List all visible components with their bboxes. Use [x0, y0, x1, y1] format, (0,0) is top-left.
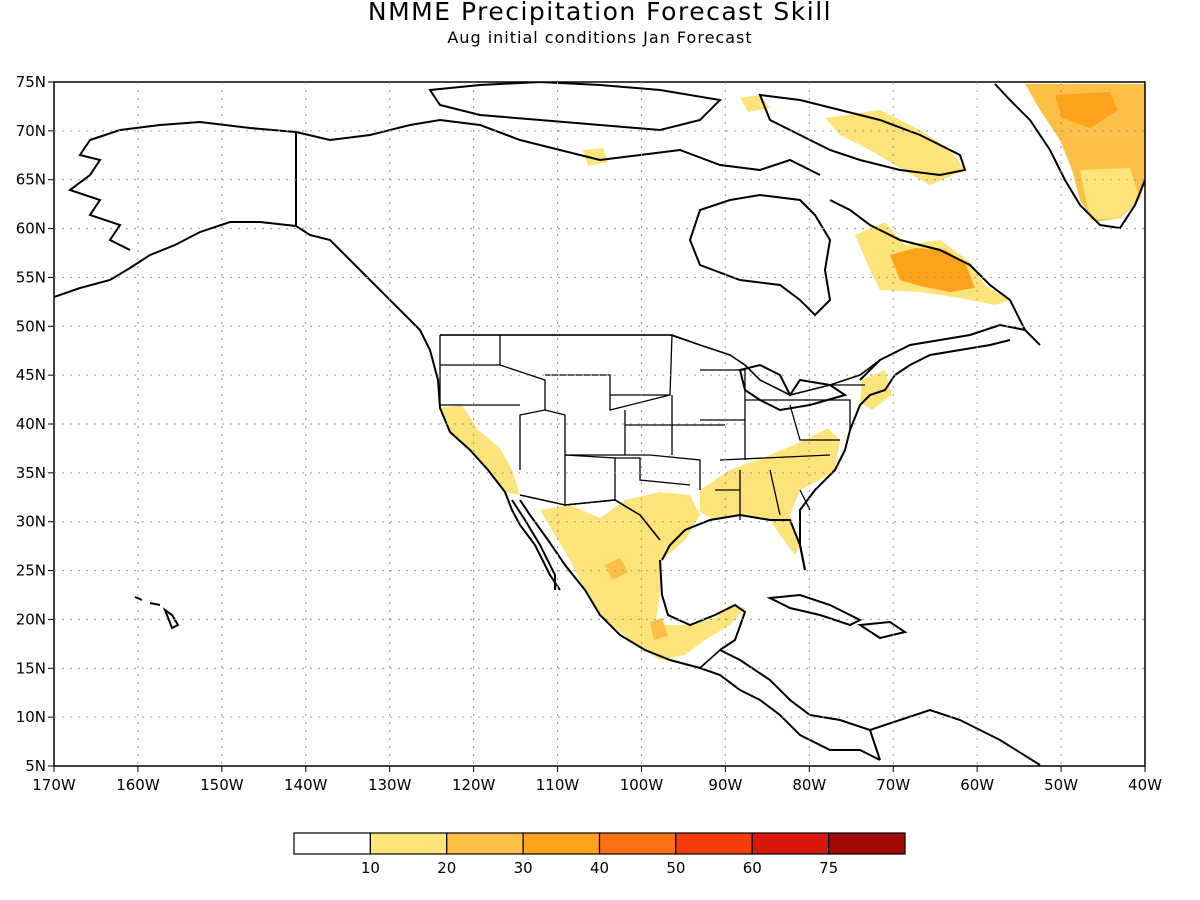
lon-tick-label: 150W [200, 776, 244, 794]
coast-arctic [295, 118, 821, 176]
legend-labels: 10 20 30 40 50 60 75 [361, 859, 838, 877]
legend-swatch [293, 832, 371, 855]
lon-tick-label: 140W [284, 776, 328, 794]
coast-us-east [799, 339, 1011, 571]
coast-baffin [758, 93, 967, 177]
lon-tick-label: 90W [708, 776, 742, 794]
legend-boxes [293, 832, 906, 855]
lat-tick-label: 55N [16, 268, 46, 286]
lon-tick-label: 110W [536, 776, 580, 794]
shade-greenland-high [1055, 92, 1118, 128]
coast-great-lakes [738, 363, 848, 412]
coast-south-america [869, 708, 1041, 766]
lon-tick-label: 70W [876, 776, 910, 794]
legend-swatch [446, 832, 524, 855]
shade-southeast [700, 428, 840, 555]
coast-greenland [994, 83, 1145, 230]
latitude-axis: 75N 70N 65N 60N 55N 50N 45N 40N 35N 30N 25N 20N 15N 1… [16, 73, 54, 775]
skill-shading [440, 84, 1145, 660]
lon-tick-label: 170W [32, 776, 76, 794]
lon-tick-label: 80W [792, 776, 826, 794]
lat-tick-label: 5N [25, 757, 46, 775]
legend-label: 75 [819, 859, 838, 877]
legend-label: 50 [666, 859, 685, 877]
national-borders [440, 334, 881, 669]
coastlines [54, 82, 1145, 766]
lat-tick-label: 20N [16, 610, 46, 628]
legend-label: 10 [361, 859, 380, 877]
coast-hudson-bay [688, 193, 832, 317]
coast-central-america [719, 649, 881, 761]
longitude-axis: 170W 160W 150W 140W 130W 120W 110W 100W 90W 80W 70… [32, 766, 1162, 794]
shade-mexico-core1 [605, 558, 628, 580]
coast-mexico-west [584, 589, 881, 761]
lon-tick-label: 40W [1128, 776, 1162, 794]
lon-tick-label: 100W [620, 776, 664, 794]
lat-tick-label: 15N [16, 659, 46, 677]
lon-tick-label: 160W [116, 776, 160, 794]
legend-label: 20 [437, 859, 456, 877]
shade-california [440, 405, 520, 495]
gridlines [54, 82, 1145, 766]
shade-mexico [540, 492, 745, 660]
shade-baffin [825, 110, 965, 185]
lat-tick-label: 50N [16, 317, 46, 335]
lat-tick-label: 10N [16, 708, 46, 726]
shade-mexico-core2 [650, 618, 668, 640]
lon-tick-label: 60W [960, 776, 994, 794]
coast-baja [511, 499, 586, 591]
coast-arctic-islands [428, 82, 723, 132]
map-subtitle: Aug initial conditions Jan Forecast [447, 28, 753, 47]
lat-tick-label: 60N [16, 220, 46, 238]
lat-tick-label: 75N [16, 73, 46, 91]
shade-banks [583, 148, 608, 166]
legend-swatch [598, 832, 677, 855]
shade-new-england [860, 370, 892, 410]
legend-label: 40 [590, 859, 609, 877]
legend-label: 30 [514, 859, 533, 877]
coast-alaska [54, 120, 421, 331]
lat-tick-label: 35N [16, 464, 46, 482]
lat-tick-label: 65N [16, 171, 46, 189]
lat-tick-label: 45N [16, 366, 46, 384]
coast-hispaniola [857, 620, 908, 640]
lat-tick-label: 25N [16, 562, 46, 580]
lat-tick-label: 70N [16, 122, 46, 140]
legend-swatch [369, 832, 448, 855]
legend-swatch [522, 832, 601, 855]
lat-tick-label: 40N [16, 415, 46, 433]
legend-label: 60 [743, 859, 762, 877]
coast-hawaii [134, 596, 180, 630]
coast-us-west [419, 329, 561, 591]
legend-swatch [828, 832, 906, 855]
shade-greenland-low [1080, 168, 1140, 220]
lon-tick-label: 120W [452, 776, 496, 794]
coast-cuba [766, 593, 863, 627]
lon-tick-label: 50W [1044, 776, 1078, 794]
legend-swatch [751, 832, 830, 855]
map-title: NMME Precipitation Forecast Skill [367, 0, 833, 26]
legend-swatch [675, 832, 753, 855]
shade-labrador-core [890, 248, 975, 292]
lat-tick-label: 30N [16, 513, 46, 531]
lon-tick-label: 130W [368, 776, 412, 794]
